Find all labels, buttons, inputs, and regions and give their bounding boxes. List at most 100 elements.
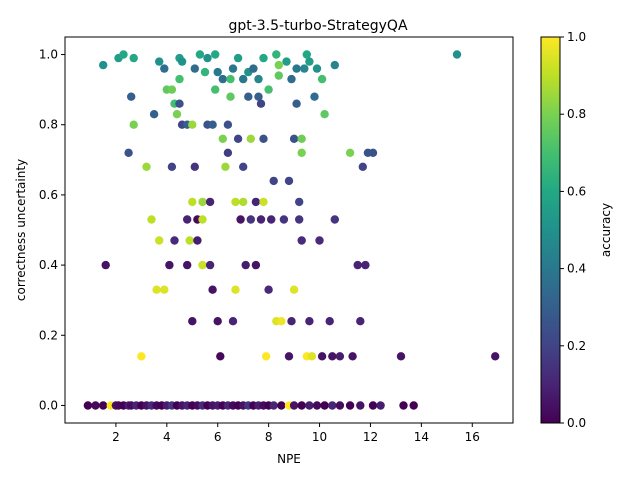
scatter-point xyxy=(239,197,248,207)
scatter-point xyxy=(335,401,345,410)
scatter-point xyxy=(188,197,197,207)
chart-title: gpt-3.5-turbo-StrategyQA xyxy=(228,18,408,34)
scatter-point xyxy=(177,57,187,66)
scatter-point xyxy=(259,197,268,207)
y-tick-label: 0.4 xyxy=(39,258,58,272)
y-tick-label: 0.0 xyxy=(39,398,58,412)
scatter-point xyxy=(259,134,268,143)
scatter-point xyxy=(292,64,301,73)
scatter-point xyxy=(272,50,281,59)
scatter-point xyxy=(160,285,169,294)
scatter-point xyxy=(368,401,378,410)
scatter-point xyxy=(211,50,220,59)
scatter-point xyxy=(223,148,233,157)
scatter-point xyxy=(188,317,197,326)
x-tick-label: 12 xyxy=(363,430,378,444)
scatter-point xyxy=(129,120,138,129)
scatter-point xyxy=(208,120,217,129)
scatter-point xyxy=(409,401,418,410)
scatter-point xyxy=(320,110,329,119)
scatter-point xyxy=(119,50,128,59)
scatter-point xyxy=(241,260,250,270)
scatter-point xyxy=(142,162,151,171)
scatter-point xyxy=(279,215,289,224)
scatter-point xyxy=(320,401,329,410)
scatter-point xyxy=(302,50,311,59)
scatter-point xyxy=(264,285,273,294)
scatter-point xyxy=(297,236,306,245)
y-axis-ticks: 0.0 0.2 0.4 0.6 0.8 1.0 xyxy=(39,48,65,412)
scatter-point xyxy=(310,92,319,101)
scatter-point xyxy=(287,317,296,326)
scatter-point xyxy=(356,401,365,410)
scatter-point xyxy=(376,401,385,410)
colorbar-tick-label: 0.8 xyxy=(567,107,586,121)
scatter-point xyxy=(101,260,110,270)
scatter-point xyxy=(251,197,261,207)
scatter-point xyxy=(198,197,207,207)
points-layer xyxy=(83,50,500,410)
scatter-point xyxy=(175,99,184,108)
colorbar-tick-label: 0.4 xyxy=(567,262,586,276)
colorbar-label: accuracy xyxy=(599,203,613,257)
scatter-point xyxy=(267,215,276,224)
scatter-point xyxy=(295,215,304,224)
scatter-point xyxy=(345,148,355,157)
scatter-point xyxy=(269,401,278,410)
scatter-point xyxy=(249,64,258,73)
scatter-point xyxy=(246,134,255,143)
scatter-point xyxy=(256,215,266,224)
scatter-point xyxy=(239,74,248,84)
scatter-point xyxy=(269,176,278,186)
scatter-point xyxy=(312,64,322,73)
scatter-point xyxy=(305,57,314,66)
scatter-point xyxy=(155,236,164,245)
colorbar-tick-label: 0.2 xyxy=(567,339,586,353)
scatter-point xyxy=(289,401,299,410)
scatter-point xyxy=(328,401,337,410)
scatter-point xyxy=(353,260,362,270)
scatter-point xyxy=(200,67,210,77)
scatter-point xyxy=(289,285,299,294)
scatter-point xyxy=(190,162,199,171)
colorbar-ticks: 0.0 0.2 0.4 0.6 0.8 1.0 xyxy=(560,30,586,430)
colorbar-tick-label: 0.0 xyxy=(567,416,586,430)
scatter-point xyxy=(149,110,159,119)
scatter-point xyxy=(330,60,339,70)
scatter-point xyxy=(231,197,240,207)
scatter-point xyxy=(195,50,205,59)
scatter-point xyxy=(183,260,192,270)
scatter-point xyxy=(256,99,266,108)
scatter-point xyxy=(295,197,304,207)
scatter-point xyxy=(297,401,306,410)
scatter-point xyxy=(155,57,164,66)
scatter-point xyxy=(287,74,296,84)
scatter-point xyxy=(315,236,324,245)
scatter-point xyxy=(91,401,100,410)
x-tick-label: 2 xyxy=(112,430,120,444)
scatter-point xyxy=(99,60,108,70)
scatter-point xyxy=(216,352,225,361)
scatter-point xyxy=(284,176,294,186)
scatter-point xyxy=(292,99,301,108)
scatter-point xyxy=(335,352,345,361)
scatter-point xyxy=(160,64,169,73)
scatter-point xyxy=(218,74,227,84)
scatter-point xyxy=(165,260,174,270)
scatter-point xyxy=(274,60,283,70)
scatter-point xyxy=(282,57,291,66)
scatter-point xyxy=(228,317,238,326)
x-axis-label: NPE xyxy=(277,452,301,466)
scatter-point xyxy=(297,134,306,143)
scatter-point xyxy=(239,162,248,171)
colorbar-tick-label: 0.6 xyxy=(567,184,586,198)
scatter-point xyxy=(208,285,217,294)
scatter-point xyxy=(83,401,93,410)
scatter-point xyxy=(221,162,230,171)
scatter-point xyxy=(307,352,317,361)
scatter-point xyxy=(223,120,233,129)
x-axis-ticks: 2 4 6 8 10 12 14 16 xyxy=(112,423,480,444)
scatter-point xyxy=(211,85,220,94)
scatter-point xyxy=(233,134,243,143)
